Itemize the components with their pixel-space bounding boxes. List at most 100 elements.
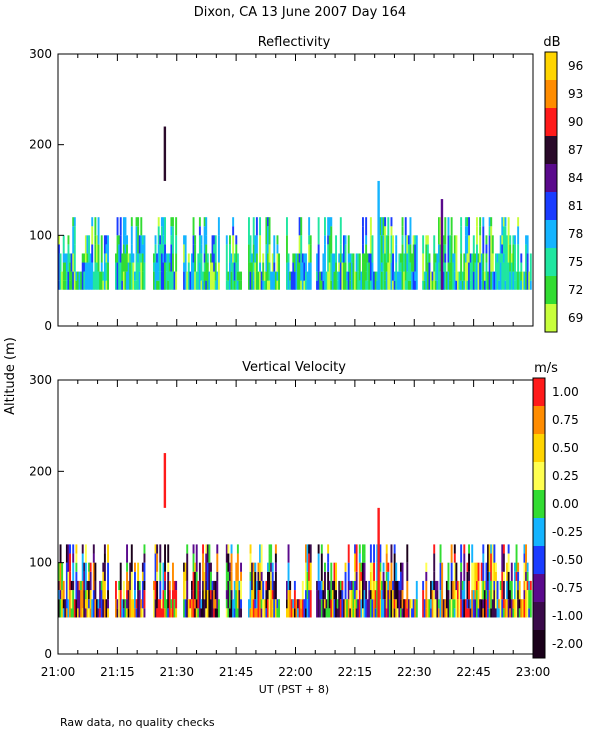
data-cell — [189, 599, 192, 609]
data-cell — [449, 599, 452, 618]
data-cell — [173, 580, 176, 600]
data-cell — [382, 253, 385, 263]
data-cell — [229, 562, 231, 572]
data-cell — [130, 244, 133, 263]
data-cell — [495, 608, 497, 618]
data-cell — [78, 580, 81, 591]
data-cell — [366, 262, 369, 281]
data-cell — [388, 253, 391, 263]
data-cell — [103, 544, 106, 554]
data-cell — [412, 244, 415, 272]
data-cell — [471, 590, 474, 618]
data-cell — [395, 562, 398, 581]
data-cell — [464, 235, 467, 263]
data-cell — [132, 253, 135, 263]
data-cell — [265, 217, 268, 245]
data-cell — [504, 599, 507, 618]
data-cell — [156, 580, 159, 609]
data-cell — [344, 244, 347, 263]
data-cell — [290, 599, 293, 618]
data-cell — [192, 553, 195, 572]
data-cell — [477, 253, 480, 263]
data-cell — [259, 271, 262, 290]
data-cell — [490, 608, 493, 618]
data-cell — [58, 253, 60, 281]
colorbar-swatch — [533, 378, 545, 407]
data-cell — [425, 562, 428, 572]
data-cell — [170, 244, 173, 272]
data-cell — [292, 253, 295, 263]
data-cell — [400, 253, 402, 263]
colorbar-label: -0.25 — [552, 525, 583, 539]
data-cell — [347, 235, 350, 254]
data-cell — [504, 217, 507, 227]
data-cell — [233, 580, 236, 609]
data-cell — [507, 599, 510, 618]
data-cell — [96, 599, 98, 618]
data-cell — [271, 590, 274, 600]
data-cell — [382, 562, 385, 572]
data-cell — [67, 235, 70, 245]
data-cell — [449, 280, 452, 290]
data-cell — [327, 590, 330, 618]
data-cell — [476, 253, 478, 263]
data-cell — [194, 608, 197, 618]
data-cell — [203, 599, 206, 618]
data-cell — [198, 562, 201, 581]
data-cell — [382, 599, 385, 618]
data-cell — [141, 271, 144, 290]
data-cell — [369, 217, 372, 236]
data-cell — [132, 599, 135, 618]
data-cell — [466, 253, 469, 281]
data-cell — [293, 253, 296, 272]
data-cell — [175, 590, 178, 609]
data-cell — [529, 590, 532, 618]
data-cell — [192, 217, 195, 236]
data-cell — [156, 253, 159, 263]
data-cell — [303, 262, 306, 281]
data-cell — [217, 599, 220, 618]
data-cell — [225, 544, 228, 554]
data-cell — [214, 235, 217, 263]
data-cell — [187, 253, 190, 263]
data-cell — [130, 571, 133, 600]
data-cell — [517, 571, 520, 591]
data-cell — [412, 235, 415, 245]
data-cell — [308, 544, 311, 554]
data-cell — [225, 553, 228, 563]
data-cell — [62, 253, 65, 263]
data-cell — [327, 217, 330, 236]
data-cell — [192, 244, 195, 263]
data-cell — [514, 244, 516, 263]
data-cell — [164, 244, 167, 263]
data-cell — [67, 262, 70, 272]
data-cell — [395, 244, 398, 263]
data-cell — [358, 590, 361, 618]
data-cell — [362, 262, 364, 290]
data-cell — [308, 580, 311, 591]
data-cell — [230, 599, 233, 618]
data-cell — [259, 562, 262, 581]
data-cell — [309, 544, 312, 563]
data-cell — [474, 253, 477, 263]
data-cell — [118, 580, 121, 591]
data-cell — [84, 562, 87, 591]
data-cell — [232, 235, 235, 263]
data-cell — [502, 608, 505, 618]
data-cell — [192, 235, 195, 245]
data-cell — [468, 262, 471, 290]
data-cell — [384, 599, 387, 618]
data-cell — [468, 599, 471, 609]
data-cell — [472, 253, 475, 263]
data-cell — [517, 226, 520, 245]
data-cell — [300, 217, 303, 236]
data-cell — [466, 226, 469, 254]
data-cell — [58, 580, 60, 591]
y-tick-label: 0 — [44, 647, 52, 661]
data-cell — [183, 244, 186, 263]
data-cell — [103, 262, 106, 290]
data-cell — [186, 580, 189, 600]
data-cell — [236, 280, 239, 290]
data-cell — [69, 553, 72, 572]
data-cell — [262, 580, 265, 600]
